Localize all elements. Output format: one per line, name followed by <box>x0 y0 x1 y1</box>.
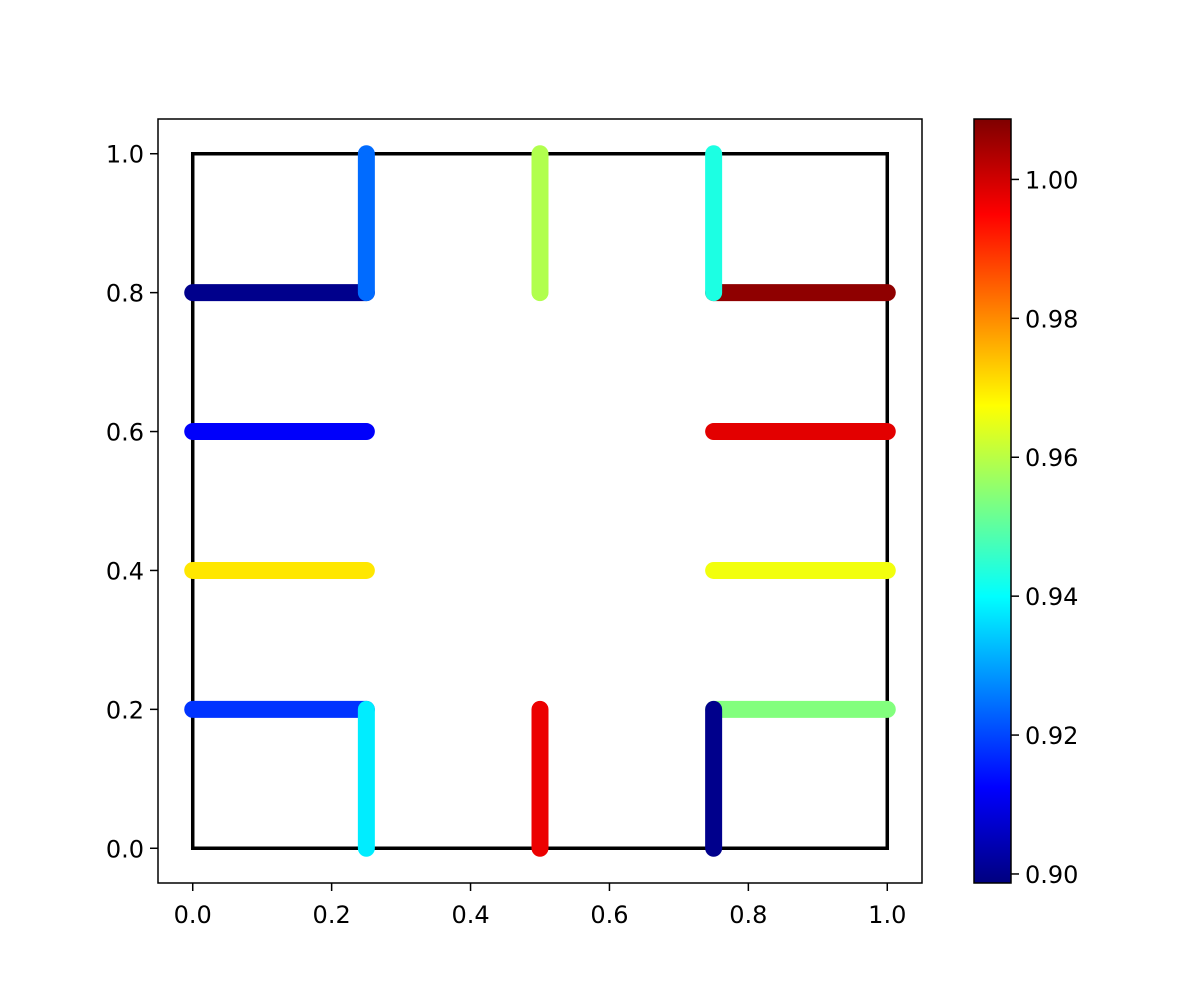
colorbar: 0.90 0.92 0.94 0.96 0.98 1.00 <box>973 118 1078 889</box>
y-axis-ticks: 0.0 0.2 0.4 0.6 0.8 1.0 <box>106 141 158 863</box>
x-tick-label: 0.6 <box>590 901 628 929</box>
x-tick-label: 0.4 <box>451 901 489 929</box>
colorbar-ticks: 0.90 0.92 0.94 0.96 0.98 1.00 <box>1011 166 1078 889</box>
y-tick-label: 1.0 <box>106 141 144 169</box>
y-tick-label: 0.4 <box>106 557 144 585</box>
colorbar-tick-label: 0.94 <box>1025 583 1078 611</box>
axes-frame <box>157 118 923 884</box>
colorbar-tick-label: 1.00 <box>1025 166 1078 194</box>
boundary-square <box>190 151 890 851</box>
colorbar-tick-label: 0.90 <box>1025 861 1078 889</box>
colorbar-tick-label: 0.98 <box>1025 305 1078 333</box>
x-tick-label: 1.0 <box>868 901 906 929</box>
data-segments <box>184 145 896 857</box>
y-tick-label: 0.0 <box>106 835 144 863</box>
colorbar-tick-label: 0.96 <box>1025 444 1078 472</box>
x-tick-label: 0.0 <box>174 901 212 929</box>
plot-area: 0.0 0.2 0.4 0.6 0.8 1.0 0.0 0.2 0.4 0.6 0.8 1.0 <box>106 118 923 929</box>
x-tick-label: 0.8 <box>729 901 767 929</box>
y-tick-label: 0.8 <box>106 280 144 308</box>
y-tick-label: 0.2 <box>106 696 144 724</box>
x-tick-label: 0.2 <box>313 901 351 929</box>
colorbar-frame <box>973 118 1012 884</box>
y-tick-label: 0.6 <box>106 419 144 447</box>
colorbar-tick-label: 0.92 <box>1025 722 1078 750</box>
x-axis-ticks: 0.0 0.2 0.4 0.6 0.8 1.0 <box>174 883 906 929</box>
colorbar-gradient <box>974 119 1011 883</box>
